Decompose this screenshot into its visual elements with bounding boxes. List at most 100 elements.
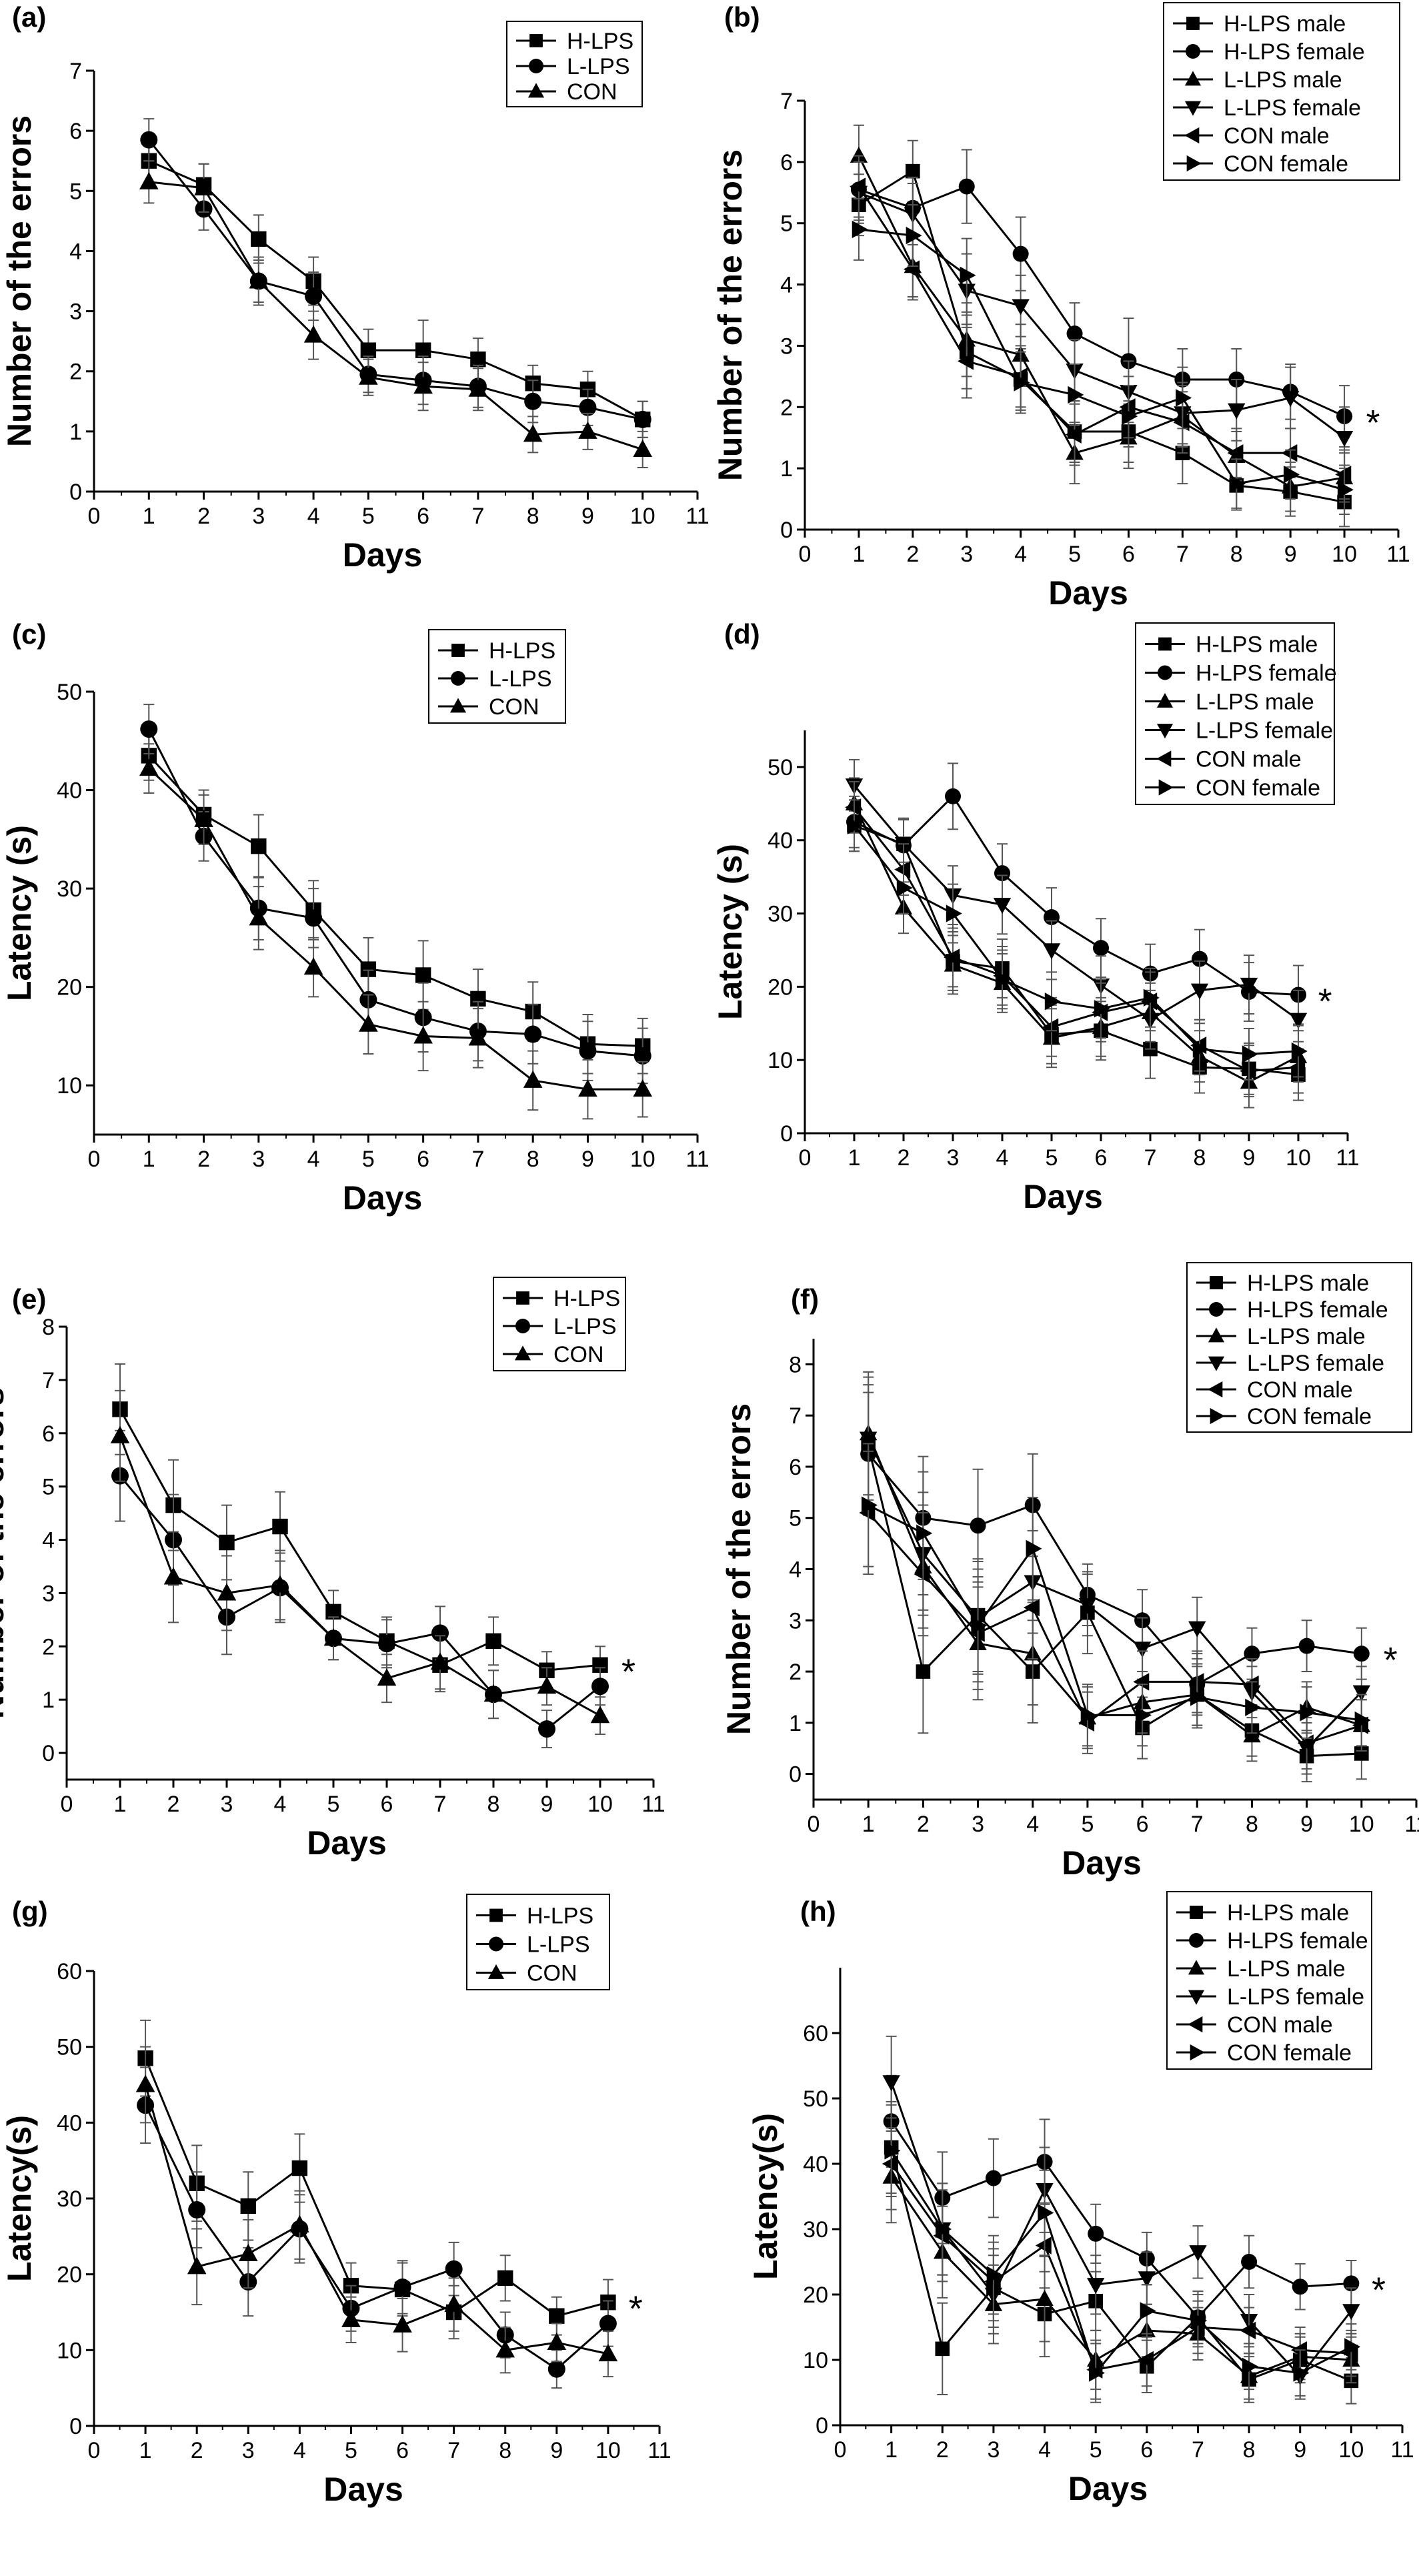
y-tick-label: 2: [789, 1660, 802, 1685]
series-line: [858, 185, 1345, 476]
data-point: [1044, 993, 1061, 1011]
x-tick-label: 2: [197, 504, 210, 529]
legend-label: CON male: [1227, 2012, 1333, 2038]
x-tick-label: 5: [1046, 1145, 1058, 1171]
y-tick-label: 20: [768, 975, 793, 1000]
x-tick-label: 11: [1390, 2437, 1414, 2463]
legend-label: H-LPS male: [1224, 11, 1346, 37]
y-tick-label: 8: [42, 1315, 55, 1340]
data-point: [1293, 2364, 1310, 2382]
x-tick-label: 11: [1336, 1145, 1359, 1171]
y-tick-label: 10: [768, 1048, 793, 1073]
series-line: [867, 1438, 1362, 1750]
series-con-male: [859, 1450, 1369, 1770]
panel-label: (h): [800, 1896, 836, 1927]
legend-label: L-LPS female: [1196, 718, 1333, 744]
series-con-female: [852, 197, 1354, 516]
data-point: [249, 271, 269, 289]
data-point: [359, 367, 378, 385]
data-point: [845, 798, 862, 816]
x-tick-label: 8: [1243, 2437, 1256, 2463]
data-point: [935, 2341, 950, 2357]
legend-marker: [451, 671, 465, 686]
legend-label: CON female: [1247, 1404, 1372, 1429]
series-line: [890, 2150, 1352, 2375]
data-point: [538, 1720, 555, 1738]
data-point: [994, 865, 1010, 882]
data-point: [537, 1676, 557, 1694]
legend-label: L-LPS: [527, 1932, 590, 1958]
y-tick-label: 30: [57, 876, 82, 902]
legend-label: L-LPS female: [1224, 95, 1361, 121]
data-point: [906, 226, 922, 245]
x-tick-label: 11: [641, 1792, 665, 1817]
x-tick-label: 7: [471, 504, 484, 529]
legend-marker: [516, 1291, 529, 1305]
y-tick-label: 4: [42, 1528, 55, 1553]
y-tick-label: 40: [57, 778, 82, 804]
y-axis-title: Latency (s): [712, 844, 749, 1020]
x-tick-label: 5: [345, 2438, 357, 2463]
legend-label: L-LPS male: [1224, 67, 1342, 93]
data-point: [1344, 2338, 1361, 2356]
y-tick-label: 40: [803, 2152, 828, 2177]
legend-marker: [1186, 155, 1202, 172]
panel-c: (c) 0 1 2 3 4 5 6 7 8 9 10 11 10 20 30 40 50 Days Latency (…: [1, 618, 710, 1217]
y-axis-title: Number of the errors: [720, 1403, 758, 1735]
series-line: [890, 2082, 1352, 2378]
data-point: [547, 2333, 567, 2351]
x-tick-label: 10: [630, 1147, 655, 1172]
legend-label: L-LPS female: [1247, 1351, 1384, 1376]
x-axis-title: Days: [307, 1824, 387, 1862]
data-point: [1240, 2321, 1256, 2340]
data-point: [1119, 398, 1136, 416]
y-tick-label: 50: [768, 755, 793, 780]
data-point: [413, 376, 433, 394]
data-point: [303, 325, 323, 343]
data-point: [598, 2344, 618, 2362]
series-line: [119, 1435, 601, 1717]
legend-marker: [529, 59, 543, 73]
legend-label: H-LPS male: [1247, 1271, 1369, 1296]
y-tick-label: 1: [789, 1711, 802, 1736]
x-tick-label: 0: [808, 1812, 820, 1837]
series-con-female: [861, 1443, 1371, 1747]
series-h-lps-male: [847, 799, 1306, 1101]
series-l-lps: [140, 118, 651, 438]
data-point: [894, 860, 911, 878]
x-tick-label: 6: [417, 1147, 429, 1172]
x-tick-label: 7: [434, 1792, 447, 1817]
data-point: [163, 1567, 183, 1585]
x-tick-label: 3: [972, 1812, 984, 1837]
y-tick-label: 60: [57, 1959, 82, 1984]
x-tick-label: 6: [1136, 1812, 1149, 1837]
y-tick-label: 2: [69, 360, 82, 385]
data-point: [1065, 426, 1082, 444]
x-tick-label: 2: [167, 1792, 180, 1817]
data-point: [360, 961, 377, 977]
series-l-lps: [111, 1429, 609, 1749]
y-axis-title: Number of the errors: [712, 149, 749, 481]
series-line: [149, 181, 643, 451]
data-point: [1335, 466, 1352, 484]
x-tick-label: 4: [293, 2438, 306, 2463]
data-point: [1189, 2245, 1207, 2262]
y-tick-label: 10: [57, 2338, 82, 2363]
x-tick-label: 10: [1332, 542, 1357, 567]
legend-box: [493, 1277, 626, 1371]
legend-box: [1166, 1891, 1372, 2070]
data-point: [468, 379, 488, 397]
significance-marker: *: [1366, 403, 1380, 443]
data-point: [240, 2198, 256, 2214]
y-tick-label: 10: [803, 2348, 828, 2373]
y-axis-title: Number of the errors: [1, 115, 38, 447]
x-axis-title: Days: [1062, 1844, 1142, 1882]
data-point: [217, 1583, 237, 1601]
x-tick-label: 8: [1194, 1145, 1206, 1171]
x-tick-label: 2: [898, 1145, 910, 1171]
x-tick-label: 7: [447, 2438, 460, 2463]
x-tick-label: 9: [550, 2438, 563, 2463]
data-point: [497, 2270, 513, 2287]
data-point: [219, 1534, 235, 1551]
